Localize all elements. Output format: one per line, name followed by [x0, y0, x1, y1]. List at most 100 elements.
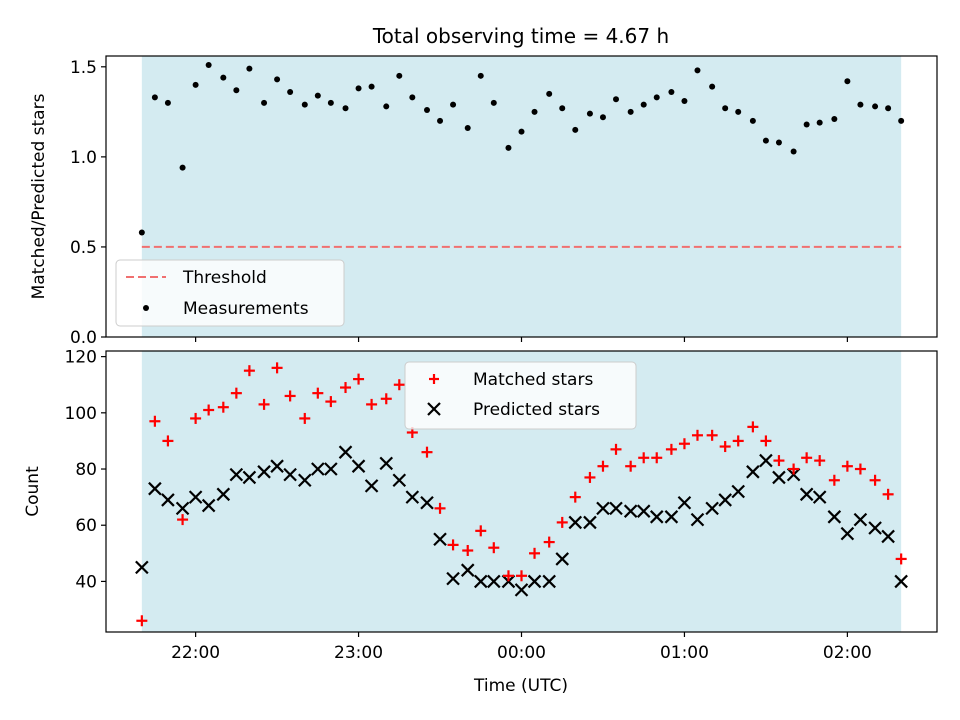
- measurement-point: [151, 94, 158, 101]
- predicted-star-marker: [827, 510, 842, 524]
- predicted-star-marker: [812, 490, 827, 504]
- predicted-star-marker: [135, 560, 149, 575]
- predicted-star-marker: [175, 501, 190, 516]
- matched-star-marker: [625, 460, 637, 472]
- legend-measurements-label: Measurements: [183, 299, 309, 319]
- predicted-star-marker: [731, 484, 745, 499]
- top-ytick-label: 1.5: [70, 58, 97, 78]
- matched-star-marker: [638, 452, 650, 464]
- matched-star-marker: [597, 460, 609, 472]
- measurement-points: [138, 62, 905, 236]
- matched-star-marker: [516, 570, 527, 582]
- predicted-star-marker: [338, 445, 353, 459]
- measurement-point: [749, 117, 756, 124]
- predicted-star-marker: [636, 504, 651, 518]
- top-y-ticks: 0.0 0.5 1.0 1.5: [70, 58, 106, 348]
- matched-star-marker: [243, 365, 255, 377]
- matched-star-marker: [421, 446, 433, 458]
- matched-star-marker: [353, 373, 365, 385]
- matched-star-marker: [462, 545, 474, 557]
- matched-star-marker: [475, 525, 487, 537]
- matched-star-marker: [177, 514, 189, 526]
- matched-star-marker: [543, 536, 555, 548]
- predicted-star-marker: [568, 515, 583, 530]
- matched-star-marker: [841, 460, 853, 472]
- xtick-label: 01:00: [660, 643, 709, 663]
- predicted-star-marker: [392, 473, 407, 488]
- predicted-star-marker: [583, 515, 597, 530]
- measurement-point: [518, 128, 525, 135]
- predicted-star-marker: [664, 510, 679, 524]
- predicted-star-marker: [379, 456, 394, 471]
- matched-star-marker: [230, 387, 242, 399]
- predicted-star-marker: [433, 532, 447, 547]
- bottom-legend: Matched stars Predicted stars: [404, 361, 637, 430]
- top-legend: Threshold Measurements: [115, 259, 345, 327]
- measurement-point: [261, 99, 268, 106]
- predicted-star-marker: [649, 510, 664, 524]
- bottom-x-ticks: 22:00 23:00 00:00 01:00 02:00: [171, 632, 872, 663]
- measurement-point: [694, 67, 701, 74]
- predicted-star-marker: [881, 529, 895, 544]
- count-points: [135, 362, 908, 627]
- matched-star-marker: [203, 404, 215, 416]
- chart-title: Total observing time = 4.67 h: [372, 24, 669, 48]
- measurement-point: [314, 92, 321, 99]
- measurement-point: [164, 99, 171, 106]
- measurement-point: [613, 96, 620, 103]
- predicted-star-marker: [283, 467, 297, 482]
- measurement-point: [790, 148, 797, 155]
- top-ytick-label: 0.0: [70, 328, 97, 348]
- predicted-star-marker: [501, 574, 516, 589]
- matched-star-marker: [502, 570, 514, 582]
- measurement-point: [803, 121, 810, 128]
- predicted-star-marker: [853, 512, 868, 527]
- matched-star-marker: [217, 401, 229, 413]
- matched-star-marker: [488, 542, 500, 554]
- matched-star-marker: [434, 502, 446, 514]
- measurement-point: [627, 108, 634, 115]
- bottom-y-ticks: 40 60 80 100 120: [65, 348, 106, 592]
- measurement-point: [409, 94, 416, 101]
- matched-star-marker: [366, 398, 378, 410]
- measurement-point: [559, 105, 566, 112]
- matched-star-marker: [706, 429, 718, 441]
- matched-star-marker: [801, 452, 813, 464]
- measurement-point: [762, 137, 769, 144]
- predicted-star-marker: [840, 526, 855, 541]
- matched-star-marker: [190, 412, 202, 424]
- matched-star-marker: [162, 435, 174, 447]
- predicted-star-marker: [677, 495, 692, 510]
- matched-star-marker: [584, 471, 596, 483]
- matched-star-marker: [895, 553, 907, 565]
- measurement-point: [274, 76, 281, 83]
- matched-star-marker: [747, 421, 759, 433]
- matched-star-marker: [828, 474, 840, 486]
- matched-star-marker: [788, 463, 800, 475]
- top-x-ticks: [195, 337, 848, 342]
- predicted-star-marker: [487, 574, 501, 589]
- measurement-point: [653, 94, 660, 101]
- measurement-point: [844, 78, 851, 85]
- measurement-point: [355, 85, 362, 92]
- measurement-point: [477, 72, 484, 79]
- legend-predicted-label: Predicted stars: [473, 400, 600, 420]
- xtick-label: 02:00: [823, 643, 872, 663]
- bottom-y-axis-label: Count: [23, 466, 43, 517]
- measurement-point: [735, 108, 742, 115]
- measurement-point: [383, 103, 390, 110]
- predicted-star-marker: [148, 481, 162, 496]
- measurement-point: [681, 98, 688, 105]
- predicted-star-marker: [229, 467, 244, 482]
- predicted-star-marker: [351, 459, 366, 473]
- measurement-point: [816, 119, 823, 126]
- measurement-point: [885, 105, 892, 112]
- bottom-ytick-label: 120: [65, 348, 97, 368]
- measurement-point: [490, 99, 497, 106]
- predicted-star-marker: [868, 521, 882, 535]
- predicted-star-marker: [242, 470, 257, 485]
- matched-star-marker: [556, 516, 568, 528]
- predicted-star-marker: [257, 465, 271, 479]
- top-ytick-label: 0.5: [70, 238, 97, 258]
- legend-threshold-label: Threshold: [182, 268, 267, 288]
